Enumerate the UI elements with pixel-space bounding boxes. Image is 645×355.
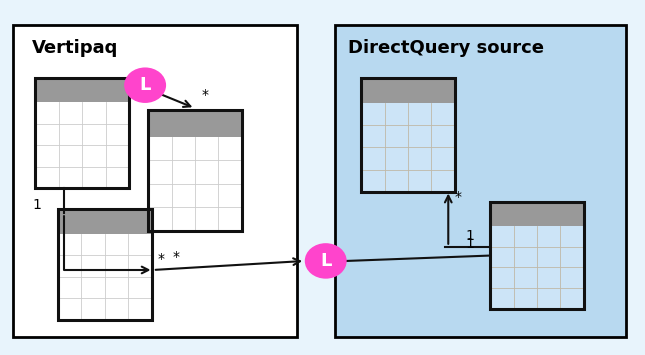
Text: *: * [455,190,462,203]
Text: L: L [320,252,332,270]
Text: *: * [201,88,208,102]
FancyBboxPatch shape [13,25,297,337]
Text: *: * [172,250,179,264]
FancyBboxPatch shape [361,103,455,192]
Bar [58,209,152,320]
FancyBboxPatch shape [35,78,129,102]
FancyBboxPatch shape [490,226,584,309]
FancyBboxPatch shape [35,102,129,188]
Text: 1: 1 [465,237,474,251]
FancyBboxPatch shape [490,202,584,226]
Text: *: * [135,73,143,87]
Ellipse shape [305,243,347,279]
Bar [361,78,455,192]
Text: DirectQuery source: DirectQuery source [348,39,544,57]
Ellipse shape [124,67,166,103]
Bar [148,110,242,231]
Text: 1: 1 [32,198,41,212]
Bar [35,78,129,188]
FancyBboxPatch shape [361,78,455,103]
FancyBboxPatch shape [58,209,152,234]
FancyBboxPatch shape [58,234,152,320]
Text: *: * [158,252,165,266]
FancyBboxPatch shape [335,25,626,337]
Text: L: L [139,76,151,94]
FancyBboxPatch shape [148,110,242,137]
FancyBboxPatch shape [148,137,242,231]
Text: 1: 1 [465,229,474,242]
Bar [490,202,584,309]
Text: Vertipaq: Vertipaq [32,39,119,57]
